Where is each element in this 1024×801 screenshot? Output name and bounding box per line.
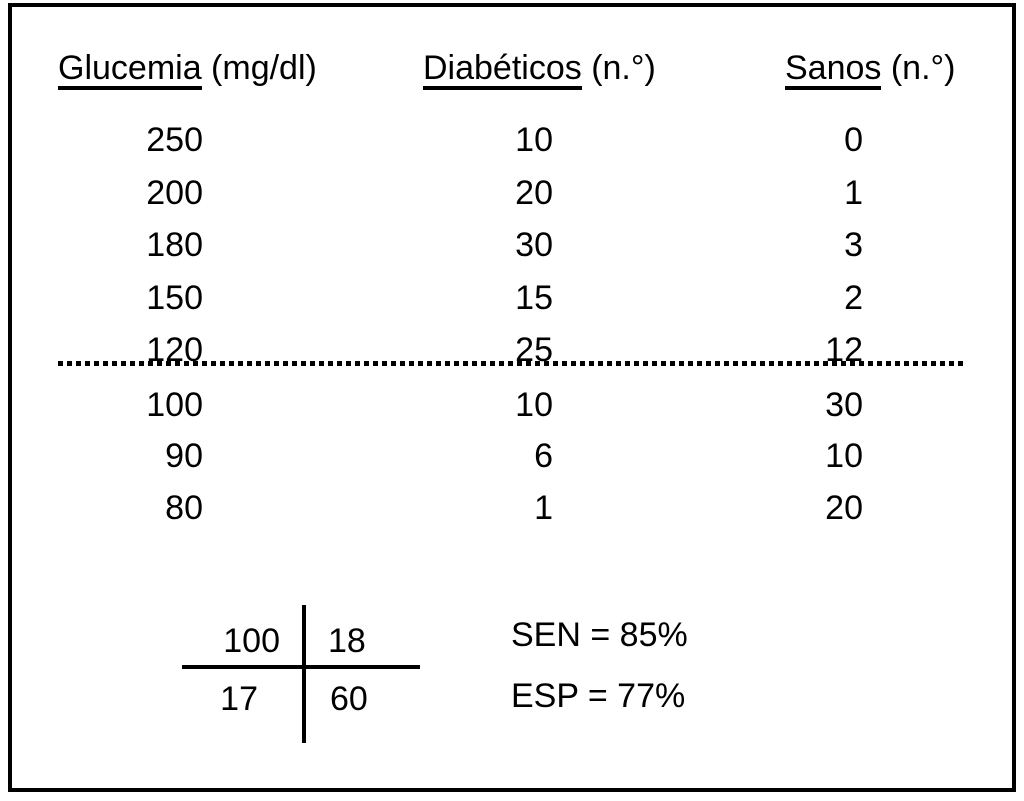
glucemia-value: 100 [146,386,203,424]
sensitivity-text: SEN = 85% [511,616,688,654]
sanos-value: 30 [825,386,863,424]
contingency-top-left-value: 100 [223,622,280,660]
contingency-bottom-right-value: 60 [330,680,368,718]
glucemia-value: 180 [146,226,203,264]
sanos-value: 20 [825,489,863,527]
contingency-top-right-value: 18 [328,622,366,660]
table-row: 80 1 20 [0,491,1024,525]
contingency-bottom-left-value: 17 [220,680,258,718]
table-row: 200 20 1 [0,176,1024,210]
glucemia-header-label: Glucemia [58,51,202,90]
sanos-value: 0 [844,121,863,159]
glucemia-value: 200 [146,174,203,212]
contingency-horizontal-line [182,665,420,669]
sanos-header-label: Sanos [785,51,882,90]
diabeticos-value: 6 [534,437,553,475]
glucemia-value: 250 [146,121,203,159]
table-row: 180 30 3 [0,228,1024,262]
diabeticos-value: 15 [515,279,553,317]
column-header-diabeticos: Diabéticos (n.°) [423,51,656,90]
glucemia-value: 90 [165,437,203,475]
diabeticos-header-unit: (n.°) [581,49,656,87]
diabeticos-value: 20 [515,174,553,212]
glucemia-value: 80 [165,489,203,527]
figure-border [8,3,1016,792]
diabeticos-header-label: Diabéticos [423,51,582,90]
sanos-value: 10 [825,437,863,475]
glucemia-header-unit: (mg/dl) [201,49,317,87]
diabeticos-value: 1 [534,489,553,527]
cutoff-dotted-line [58,361,965,366]
table-row: 90 6 10 [0,439,1024,473]
column-header-sanos: Sanos (n.°) [785,51,955,90]
column-header-glucemia: Glucemia (mg/dl) [58,51,317,90]
glucemia-value: 150 [146,279,203,317]
sanos-value: 2 [844,279,863,317]
diabeticos-value: 10 [515,386,553,424]
table-row: 100 10 30 [0,388,1024,422]
sanos-header-unit: (n.°) [881,49,956,87]
sanos-value: 3 [844,226,863,264]
diabeticos-value: 10 [515,121,553,159]
sanos-value: 1 [844,174,863,212]
table-row: 250 10 0 [0,123,1024,157]
specificity-text: ESP = 77% [511,677,686,715]
contingency-vertical-line [302,605,306,743]
diabeticos-value: 30 [515,226,553,264]
table-row: 150 15 2 [0,281,1024,315]
